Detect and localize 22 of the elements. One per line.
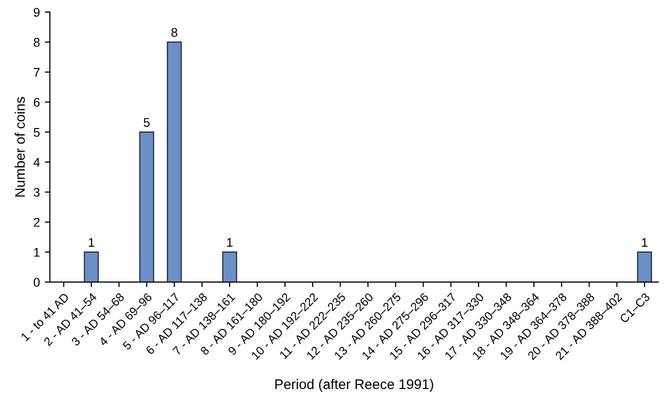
data-label: 1 bbox=[88, 238, 94, 247]
data-label: 1 bbox=[642, 238, 648, 247]
y-tick-label: 6 bbox=[34, 98, 40, 107]
x-axis-title: Period (after Reece 1991) bbox=[275, 378, 434, 392]
bar bbox=[139, 132, 154, 282]
y-tick-label: 4 bbox=[33, 158, 40, 167]
y-tick-label: 9 bbox=[34, 8, 40, 17]
y-tick-label: 0 bbox=[34, 278, 40, 287]
y-tick-label: 7 bbox=[34, 68, 40, 77]
data-label: 8 bbox=[171, 28, 178, 37]
y-tick-label: 8 bbox=[34, 38, 40, 47]
y-tick-label: 5 bbox=[34, 128, 40, 137]
y-tick-label: 3 bbox=[34, 188, 40, 197]
y-tick-label: 1 bbox=[34, 248, 40, 257]
bar bbox=[84, 252, 99, 282]
data-label: 1 bbox=[227, 238, 233, 247]
y-axis-title: Number of coins bbox=[14, 97, 25, 197]
bar bbox=[222, 252, 238, 282]
data-label: 5 bbox=[144, 118, 150, 127]
bar bbox=[637, 252, 652, 282]
y-tick-label: 2 bbox=[34, 218, 40, 227]
bar bbox=[166, 42, 182, 282]
